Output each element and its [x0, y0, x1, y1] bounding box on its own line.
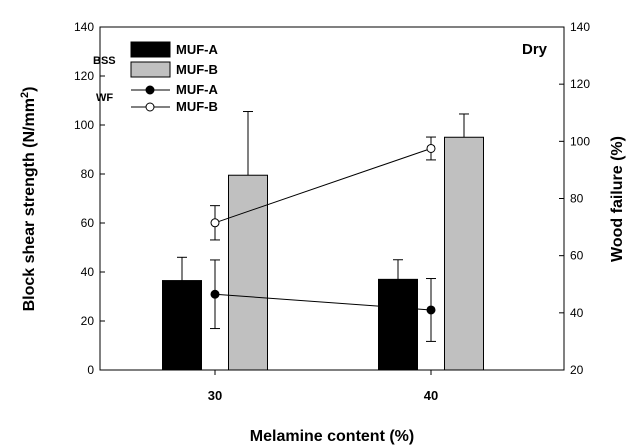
- y-left-tick-label: 60: [81, 216, 95, 230]
- y-left-tick-label: 120: [74, 69, 94, 83]
- bar-muf-a-40: [378, 278, 418, 371]
- bar-muf-b-40: [444, 136, 484, 371]
- y-left-tick-label: 0: [87, 363, 94, 377]
- legend-swatch-muf-a-bar: [130, 41, 171, 58]
- legend-marker-muf-b: [145, 102, 155, 112]
- y-right-tick-label: 120: [570, 77, 590, 91]
- y-left-tick-label: 100: [74, 118, 94, 132]
- point-muf-a-40: [426, 305, 436, 315]
- legend: BSS MUF-A MUF-B WF MUF-A MUF-B: [93, 41, 218, 114]
- legend-swatch-muf-b-bar: [130, 61, 171, 78]
- point-muf-a-30: [210, 289, 220, 299]
- y-right-tick-label: 60: [570, 249, 584, 263]
- legend-label-muf-a-bar: MUF-A: [176, 42, 218, 57]
- y-left-tick-label: 80: [81, 167, 95, 181]
- legend-group-bss: BSS: [93, 55, 116, 67]
- x-axis: 30 40: [208, 370, 438, 403]
- y-left-tick-label: 140: [74, 20, 94, 34]
- bar-series: [162, 111, 484, 371]
- y-right-tick-label: 20: [570, 363, 584, 377]
- legend-group-wf: WF: [96, 92, 113, 104]
- legend-marker-muf-a: [145, 85, 155, 95]
- y-right-tick-label: 80: [570, 192, 584, 206]
- legend-label-muf-b-bar: MUF-B: [176, 62, 218, 77]
- y-left-tick-label: 20: [81, 314, 95, 328]
- y-right-tick-label: 140: [570, 20, 590, 34]
- x-tick-label: 30: [208, 388, 222, 403]
- legend-label-muf-a-line: MUF-A: [176, 82, 218, 97]
- line-series: [210, 136, 436, 342]
- condition-label: Dry: [522, 41, 548, 58]
- y-right-tick-label: 40: [570, 306, 584, 320]
- right-axis: 20 40 60 80 100 120 140: [559, 20, 590, 377]
- line-muf-b: [214, 148, 432, 224]
- y-axis-right-label: Wood failure (%): [609, 136, 626, 262]
- y-left-tick-label: 40: [81, 265, 95, 279]
- bar-muf-b-30: [228, 174, 268, 371]
- y-right-tick-label: 100: [570, 134, 590, 148]
- point-muf-b-30: [210, 218, 220, 228]
- legend-label-muf-b-line: MUF-B: [176, 99, 218, 114]
- x-tick-label: 40: [424, 388, 438, 403]
- x-axis-label: Melamine content (%): [250, 428, 414, 445]
- line-muf-a: [214, 293, 432, 311]
- y-axis-left-label: Block shear strength (N/mm2): [19, 87, 38, 312]
- point-muf-b-40: [426, 143, 436, 153]
- bar-muf-a-30: [162, 280, 202, 371]
- left-axis: 0 20 40 60 80 100 120 140: [74, 20, 105, 377]
